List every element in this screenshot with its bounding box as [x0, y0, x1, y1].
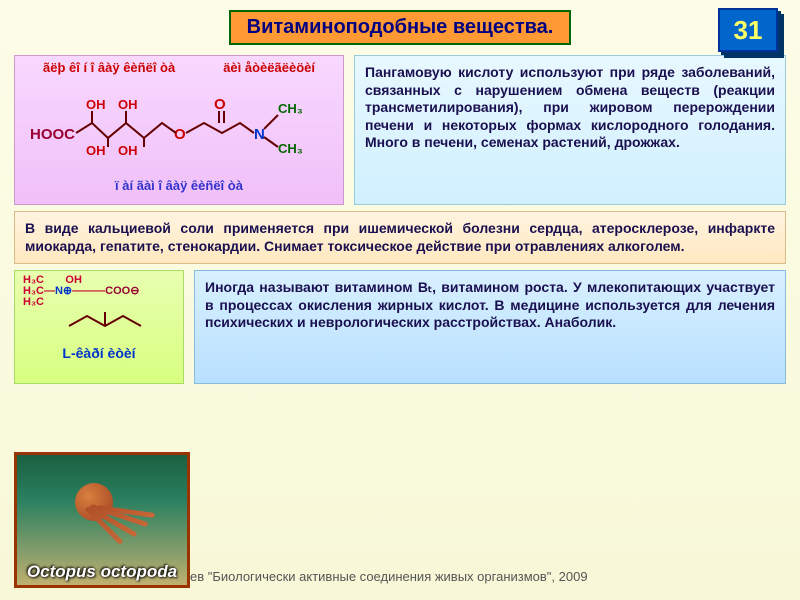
svg-text:OH: OH — [118, 97, 138, 112]
svg-text:CH₃: CH₃ — [278, 101, 303, 116]
row-2: H₃C OH H₃C—N⊕———COO⊖ H₃C L-êàðí èòèí Ино… — [14, 270, 786, 384]
octopus-image: Octopus octopoda — [14, 452, 190, 588]
slide-footer: ев "Биологически активные соединения жив… — [190, 569, 588, 584]
chem2-label-bottom: L-êàðí èòèí — [17, 345, 181, 361]
octopus-caption: Octopus octopoda — [27, 563, 177, 581]
svg-text:O: O — [214, 96, 226, 113]
chemical-structure-carnitine: H₃C OH H₃C—N⊕———COO⊖ H₃C L-êàðí èòèí — [14, 270, 184, 384]
svg-text:CH₃: CH₃ — [278, 141, 303, 156]
svg-text:N: N — [254, 126, 265, 143]
molecule-carnitine-svg — [39, 308, 159, 336]
octopus-icon — [69, 483, 159, 543]
svg-text:HOOC: HOOC — [30, 126, 75, 143]
text-calcium-salt: В виде кальциевой соли применяется при и… — [14, 211, 786, 264]
carnitine-h3c-3: H₃C — [23, 297, 181, 308]
svg-text:OH: OH — [118, 143, 138, 158]
svg-text:OH: OH — [86, 143, 106, 158]
row-1: ãëþ êî í î âàÿ êèñëî òà äèì åòèëãëèöèí H… — [14, 55, 786, 205]
chem1-label-left: ãëþ êî í î âàÿ êèñëî òà — [43, 60, 175, 75]
text-vitamin-bt: Иногда называют витамином Вₜ, витамином … — [194, 270, 786, 384]
molecule-pangamic-svg: HOOC OH OH OH OH O O N CH₃ CH₃ — [24, 83, 334, 161]
chem1-label-bottom: ï àí ãàì î âàÿ êèñëî òà — [19, 178, 339, 193]
chem1-label-right: äèì åòèëãëèöèí — [223, 60, 315, 75]
slide-title: Витаминоподобные вещества. — [229, 10, 572, 45]
svg-text:O: O — [174, 126, 186, 143]
carnitine-h3c-2: H₃C—N⊕———COO⊖ — [23, 286, 181, 297]
svg-text:OH: OH — [86, 97, 106, 112]
slide-header: Витаминоподобные вещества. 31 — [0, 0, 800, 51]
chemical-structure-pangamic: ãëþ êî í î âàÿ êèñëî òà äèì åòèëãëèöèí H… — [14, 55, 344, 205]
text-pangamic-use: Пангамовую кислоту используют при ряде з… — [354, 55, 786, 205]
page-number-badge: 31 — [718, 8, 778, 52]
